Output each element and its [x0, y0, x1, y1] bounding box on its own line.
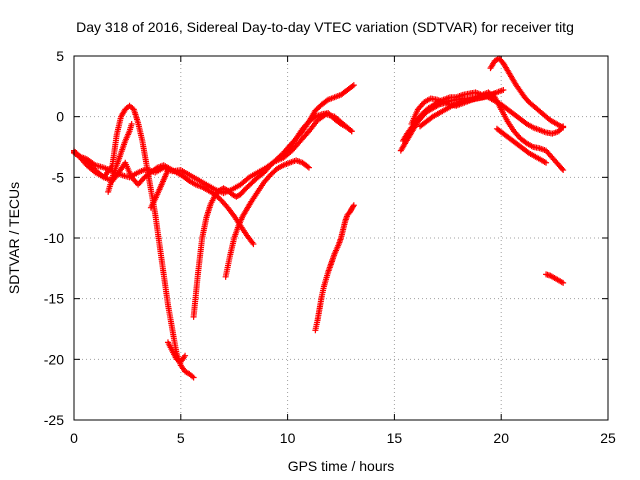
series-9 [280, 110, 355, 159]
data-point [250, 241, 257, 248]
y-tick-labels: -25 -20 -15 -10 -5 0 5 [44, 48, 64, 428]
series-4 [105, 120, 135, 195]
data-point [500, 86, 507, 93]
data-point [348, 128, 355, 135]
y-tick-label: 0 [56, 109, 64, 125]
plot-frame [73, 55, 609, 421]
series-5 [147, 167, 171, 211]
data-points [71, 55, 567, 381]
series-2 [71, 102, 197, 381]
y-tick-label: 5 [56, 48, 64, 64]
data-point [350, 82, 357, 89]
y-tick-label: -20 [44, 351, 64, 367]
data-point [350, 202, 357, 209]
x-tick-labels: 0 5 10 15 20 25 [70, 430, 616, 446]
x-tick-label: 25 [600, 430, 616, 446]
data-point [190, 374, 197, 381]
y-axis-label: SDTVAR / TECUs [6, 182, 22, 294]
data-point [350, 203, 357, 210]
series-14 [417, 86, 507, 130]
series-6 [164, 339, 189, 365]
data-point [349, 83, 356, 90]
y-tick-label: -15 [44, 291, 64, 307]
series-16 [493, 125, 550, 166]
series-10 [312, 202, 357, 334]
y-tick-label: -5 [52, 169, 65, 185]
y-tick-label: -10 [44, 230, 64, 246]
x-tick-label: 20 [493, 430, 509, 446]
x-tick-label: 5 [177, 430, 185, 446]
series-17 [543, 271, 567, 286]
data-point [128, 120, 135, 127]
data-point [543, 159, 550, 166]
x-tick-label: 0 [70, 430, 78, 446]
x-tick-label: 15 [387, 430, 403, 446]
x-axis-label: GPS time / hours [288, 458, 395, 474]
data-point [182, 352, 189, 359]
series-15 [487, 55, 567, 131]
series-8 [222, 157, 312, 280]
x-tick-label: 10 [280, 430, 296, 446]
y-tick-label: -25 [44, 412, 64, 428]
series-3 [71, 148, 257, 248]
data-point [560, 279, 567, 286]
data-point [164, 167, 171, 174]
data-point [560, 167, 567, 174]
data-point [304, 163, 311, 170]
data-point [559, 165, 566, 172]
data-point [560, 124, 567, 131]
chart-title: Day 318 of 2016, Sidereal Day-to-day VTE… [76, 19, 574, 35]
data-point [305, 164, 312, 171]
